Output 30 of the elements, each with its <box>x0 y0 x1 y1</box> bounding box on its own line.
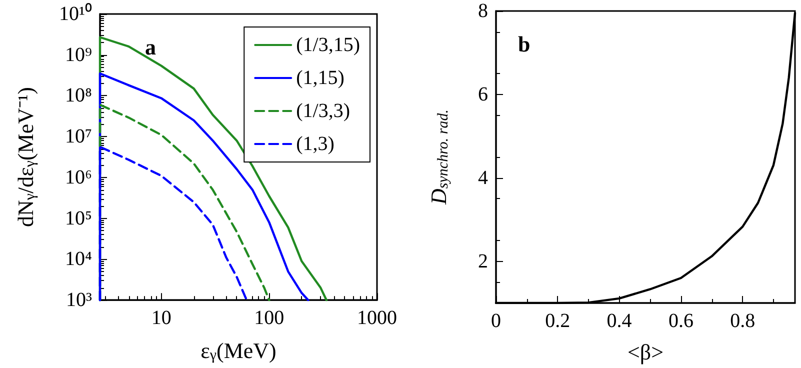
x-tick-label: 0 <box>491 310 501 332</box>
y-tick-label: 10³ <box>66 289 92 312</box>
x-tick-label: 0.6 <box>668 310 694 332</box>
legend-label: (1/3,15) <box>296 34 360 56</box>
legend-label: (1,15) <box>296 67 344 89</box>
legend-label: (1/3,3) <box>296 100 350 122</box>
y-axis-title: dNγ/dεγ(MeV⁻¹) <box>13 87 38 228</box>
y-tick-label: 8 <box>478 0 488 22</box>
x-tick-label: 10 <box>151 307 172 330</box>
x-tick-label: 1000 <box>357 307 397 330</box>
y-tick-label: 10⁹ <box>65 44 92 66</box>
annotation: b <box>518 32 530 56</box>
x-tick-label: 100 <box>254 307 284 330</box>
y-tick-label: 10⁵ <box>65 207 92 230</box>
y-tick-label: 4 <box>478 166 488 189</box>
x-tick-label: 0.4 <box>606 310 632 332</box>
x-tick-label: 0.2 <box>545 310 570 332</box>
x-tick-label: 0.8 <box>730 310 756 332</box>
y-tick-label: 10¹⁰ <box>59 2 92 25</box>
x-axis-title: <β> <box>627 340 664 364</box>
y-tick-label: 10⁴ <box>65 248 92 270</box>
annotation: a <box>145 34 156 60</box>
y-axis-title: Dsynchro. rad. <box>426 110 452 206</box>
x-axis-title: εγ(MeV) <box>200 338 276 364</box>
y-tick-label: 2 <box>478 250 488 272</box>
y-tick-label: 10⁸ <box>65 84 92 107</box>
y-tick-label: 6 <box>478 83 488 106</box>
legend-label: (1,3) <box>296 133 334 155</box>
y-tick-label: 10⁶ <box>65 166 92 188</box>
y-tick-label: 10⁷ <box>65 126 92 148</box>
